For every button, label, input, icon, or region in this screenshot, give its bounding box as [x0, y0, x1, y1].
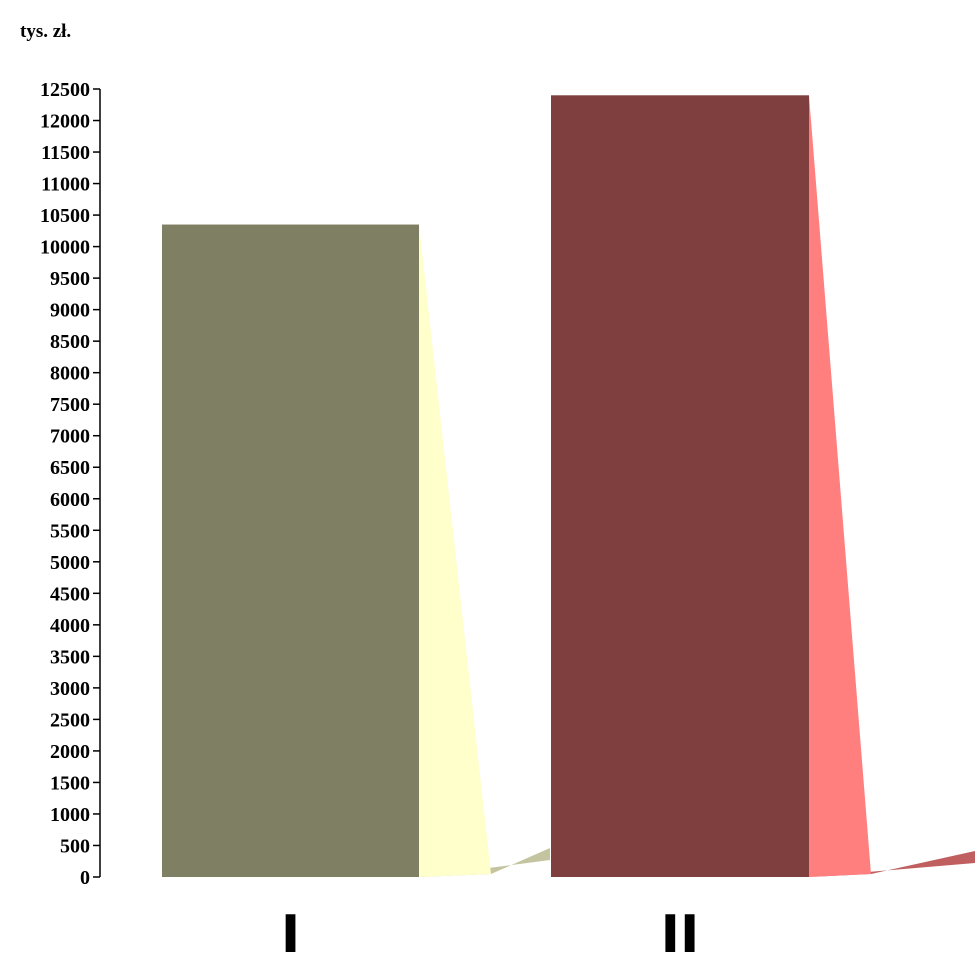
y-tick-label: 8500	[50, 331, 90, 353]
y-tick-label: 500	[60, 835, 90, 857]
category-label: II	[661, 905, 700, 955]
y-tick-label: 3000	[50, 678, 90, 700]
y-tick-label: 5000	[50, 552, 90, 574]
y-tick-label: 10500	[40, 205, 90, 227]
y-tick-label: 5500	[50, 520, 90, 542]
y-tick-label: 0	[80, 867, 90, 889]
y-tick-label: 8000	[50, 363, 90, 385]
y-tick-label: 9000	[50, 300, 90, 322]
y-tick-label: 7000	[50, 426, 90, 448]
y-tick-label: 11000	[41, 174, 90, 196]
y-tick-label: 1500	[50, 772, 90, 794]
y-tick-label: 1000	[50, 804, 90, 826]
bar-base-face	[809, 851, 975, 877]
y-tick-label: 12000	[40, 111, 90, 133]
y-axis-ticks: 0 500 1000 1500 2000 2500 3000 3500 4000 4500 5000…	[40, 79, 100, 889]
bar-side-face	[809, 95, 871, 877]
bar-II	[551, 95, 809, 877]
y-tick-label: 3500	[50, 646, 90, 668]
y-tick-label: 4500	[50, 583, 90, 605]
y-tick-label: 7500	[50, 394, 90, 416]
category-label: I	[281, 905, 300, 955]
y-tick-label: 10000	[40, 237, 90, 259]
bar-series	[162, 95, 975, 877]
y-tick-label: 9500	[50, 268, 90, 290]
bar-side-face	[419, 224, 491, 877]
y-tick-label: 11500	[41, 142, 90, 164]
y-tick-label: 2500	[50, 709, 90, 731]
y-tick-label: 2000	[50, 741, 90, 763]
y-tick-label: 12500	[40, 79, 90, 101]
y-tick-label: 6500	[50, 457, 90, 479]
y-axis-unit-label: tys. zł.	[20, 21, 71, 42]
y-tick-label: 6000	[50, 489, 90, 511]
bar-I	[162, 224, 419, 877]
category-labels: I II	[281, 905, 700, 955]
y-tick-label: 4000	[50, 615, 90, 637]
